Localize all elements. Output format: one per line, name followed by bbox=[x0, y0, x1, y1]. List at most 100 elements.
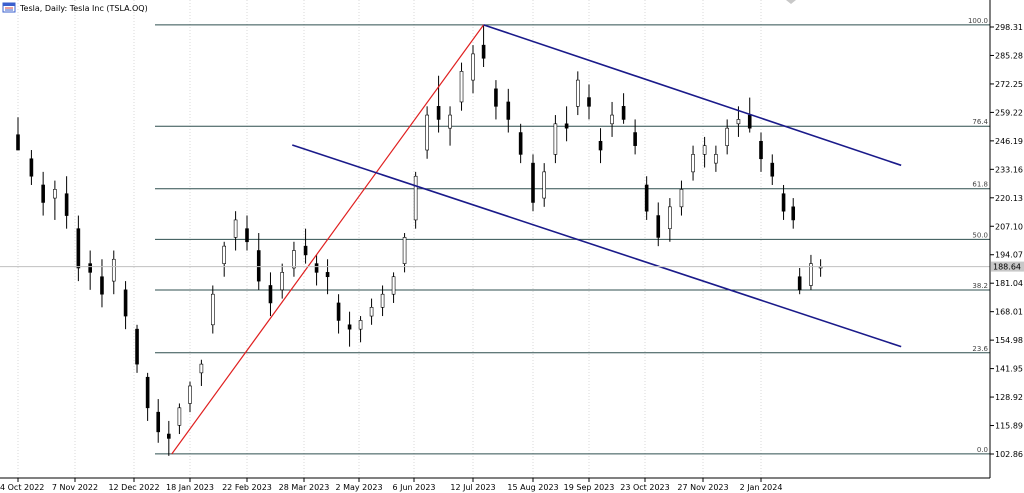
candle bbox=[575, 71, 580, 116]
candle bbox=[621, 93, 626, 124]
candle bbox=[598, 128, 603, 164]
current-price-text: 188.64 bbox=[993, 263, 1021, 272]
time-tick-label: 23 Oct 2023 bbox=[620, 483, 669, 492]
candle bbox=[553, 115, 558, 164]
candle bbox=[531, 154, 535, 212]
candle bbox=[506, 88, 511, 133]
time-axis: 4 Oct 2022 7 Nov 2022 12 Dec 2022 18 Jan 20… bbox=[0, 478, 782, 492]
chart-title: Tesla, Daily: Tesla Inc (TSLA.OQ) bbox=[19, 4, 148, 13]
candle bbox=[380, 285, 385, 317]
candle bbox=[797, 267, 802, 295]
fibonacci-retracement: 100.0 76.4 61.8 50.0 38.2 23.6 0.0 bbox=[155, 17, 990, 455]
candle bbox=[542, 163, 547, 207]
candle bbox=[41, 171, 45, 216]
candle bbox=[16, 117, 20, 151]
candle bbox=[587, 84, 591, 120]
price-tick-label: 141.95 bbox=[995, 365, 1023, 374]
candle bbox=[145, 372, 150, 421]
candle bbox=[211, 285, 215, 334]
candle bbox=[222, 241, 226, 277]
candle bbox=[303, 228, 308, 264]
current-price-label: 188.64 bbox=[991, 261, 1024, 272]
time-tick-label: 27 Nov 2023 bbox=[677, 483, 728, 492]
candle bbox=[268, 272, 273, 317]
candle bbox=[448, 106, 452, 146]
time-tick-label: 2 May 2023 bbox=[335, 483, 382, 492]
candle bbox=[610, 101, 614, 137]
fib-level-label: 23.6 bbox=[972, 345, 988, 353]
price-tick-label: 181.04 bbox=[995, 279, 1023, 288]
channel-lower-line[interactable] bbox=[292, 144, 902, 348]
candle bbox=[100, 259, 104, 308]
time-tick-label: 28 Mar 2023 bbox=[279, 483, 330, 492]
candle bbox=[564, 106, 569, 142]
candle bbox=[691, 145, 695, 181]
time-tick-label: 19 Sep 2023 bbox=[564, 483, 615, 492]
candle bbox=[436, 75, 441, 133]
candle bbox=[725, 119, 729, 155]
chart-header: Tesla, Daily: Tesla Inc (TSLA.OQ) bbox=[2, 2, 148, 13]
time-tick-label: 2 Jan 2024 bbox=[740, 483, 783, 492]
price-tick-label: 285.28 bbox=[995, 51, 1023, 60]
candle bbox=[336, 294, 341, 334]
price-tick-label: 102.86 bbox=[995, 450, 1023, 459]
candle bbox=[29, 150, 34, 185]
candle bbox=[736, 106, 741, 137]
candle bbox=[347, 311, 352, 347]
candle bbox=[123, 281, 128, 330]
price-tick-label: 259.22 bbox=[995, 108, 1023, 117]
candle bbox=[53, 180, 57, 220]
candle bbox=[770, 154, 775, 185]
candle bbox=[679, 180, 684, 216]
price-tick-label: 298.31 bbox=[995, 23, 1023, 32]
candle bbox=[759, 132, 763, 172]
channel-upper-line[interactable] bbox=[483, 24, 902, 167]
fib-level-label: 50.0 bbox=[972, 231, 988, 239]
fib-level-label: 61.8 bbox=[972, 181, 988, 189]
candle bbox=[199, 359, 204, 386]
price-tick-label: 207.10 bbox=[995, 222, 1023, 231]
candle bbox=[314, 254, 319, 286]
candle bbox=[481, 25, 486, 68]
red-trendline[interactable] bbox=[171, 24, 485, 455]
candle bbox=[402, 233, 407, 273]
price-tick-label: 272.25 bbox=[995, 80, 1023, 89]
time-tick-label: 4 Oct 2022 bbox=[0, 483, 44, 492]
candle bbox=[76, 215, 81, 282]
time-tick-label: 7 Nov 2022 bbox=[52, 483, 98, 492]
price-tick-label: 128.92 bbox=[995, 393, 1023, 402]
candle bbox=[292, 241, 296, 277]
candle bbox=[668, 198, 672, 242]
candle bbox=[156, 399, 161, 443]
candle bbox=[494, 80, 498, 120]
price-tick-label: 115.89 bbox=[995, 422, 1023, 431]
candle bbox=[167, 420, 171, 456]
price-tick-label: 246.19 bbox=[995, 137, 1023, 146]
candle bbox=[714, 145, 718, 172]
candle bbox=[644, 176, 649, 220]
scroll-marker-icon[interactable] bbox=[786, 0, 796, 4]
candle bbox=[88, 250, 92, 290]
candle bbox=[177, 403, 182, 435]
time-tick-label: 6 Jun 2023 bbox=[392, 483, 435, 492]
price-tick-label: 154.98 bbox=[995, 336, 1023, 345]
candlestick-series bbox=[16, 25, 823, 456]
time-tick-label: 15 Aug 2023 bbox=[507, 483, 558, 492]
time-tick-label: 22 Feb 2023 bbox=[222, 483, 272, 492]
candle bbox=[188, 381, 192, 413]
candle bbox=[702, 136, 707, 168]
chart-window-icon[interactable] bbox=[2, 2, 16, 13]
candle bbox=[64, 176, 69, 229]
candle bbox=[325, 259, 330, 295]
candle bbox=[518, 123, 523, 164]
time-tick-label: 12 Dec 2022 bbox=[108, 483, 159, 492]
candle bbox=[111, 250, 116, 295]
candle bbox=[791, 198, 796, 229]
candle bbox=[781, 184, 786, 220]
candle bbox=[135, 324, 139, 373]
candle bbox=[471, 45, 475, 94]
candle bbox=[391, 272, 396, 303]
time-tick-label: 18 Jan 2023 bbox=[166, 483, 214, 492]
price-tick-label: 233.16 bbox=[995, 165, 1023, 174]
